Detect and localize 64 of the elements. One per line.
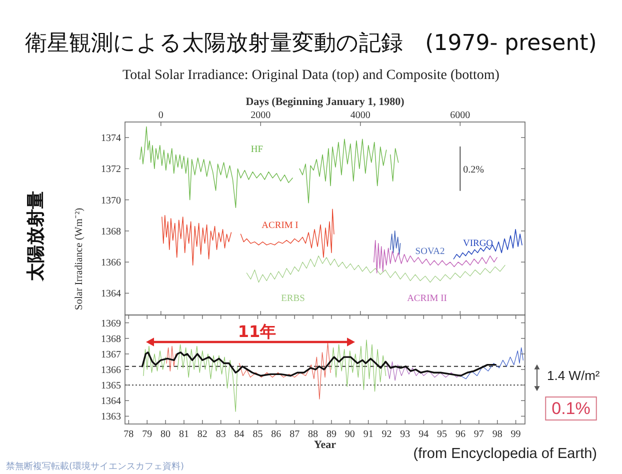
x-tick-label: 78 [124,429,134,440]
series-label: VIRGO [462,239,494,250]
x-tick-label: 94 [418,429,429,440]
chart-title: 衛星観測による太陽放射量変動の記録 (1979- present) [25,31,597,56]
x-tick-label: 91 [363,429,374,440]
y-axis-title: Solar Irradiance (Wm⁻²) [74,207,85,310]
x-tick-label: 6000 [450,110,470,121]
x-tick-label: 79 [142,429,152,440]
y-tick-label: 1368 [101,226,121,238]
line-series [141,352,497,377]
x-tick-label: 88 [308,429,318,440]
line-series [386,361,461,381]
y-tick-label: 1364 [101,288,121,300]
line-series [246,256,506,283]
text: ACRIM II [407,294,447,304]
series-label: HF [250,145,264,156]
x-tick-label: 81 [178,429,189,440]
x-tick-label: 85 [252,429,263,440]
x-tick-label: 4000 [350,110,370,121]
text: 0.1% [552,399,590,418]
y-tick-label: 1363 [101,412,121,423]
annotation: 0.2% [463,164,484,176]
annotation: 11年 [238,322,276,341]
x-tick-label: 87 [290,429,300,440]
line-series [460,347,524,380]
text: 太陽放射量 [26,191,46,282]
x-axis-title: Days (Beginning January 1, 1980) [246,96,405,108]
text: (from Encyclopedia of Earth) [413,446,597,462]
line-series [453,229,522,260]
y-tick-label: 1367 [101,349,121,360]
y-tick-label: 1370 [101,195,121,206]
x-tick-label: 82 [197,429,208,440]
y-tick-label: 1364 [101,396,121,408]
line-series [374,240,498,274]
series-label: ACRIM I [262,221,298,232]
x-tick-label: 93 [400,429,410,440]
x-tick-label: 99 [510,429,521,440]
x-axis-title: Year [314,439,336,451]
chart-subtitle: Total Solar Irradiance: Original Data (top) and Composite (bottom) [122,68,500,83]
x-tick-label: 84 [234,429,244,440]
y-tick-label: 1374 [101,133,121,144]
y-tick-label: 1372 [101,164,121,176]
x-tick-label: 2000 [250,110,271,121]
x-tick-label: 89 [326,429,336,440]
y-tick-label: 1369 [101,318,121,330]
x-tick-label: 80 [160,429,171,440]
y-tick-label: 1368 [101,334,121,345]
y-tick-label: 1366 [101,258,121,269]
y-tick-label: 1365 [101,380,121,392]
line-series [390,230,401,255]
x-tick-label: 92 [382,429,392,440]
text: 1.4 W/m² [547,368,600,384]
x-tick-label: 96 [455,429,466,440]
text: 禁無断複写転載(環境サイエンスカフェ資料) [6,461,184,472]
y-tick-label: 1366 [101,365,121,376]
x-tick-label: 86 [271,429,282,440]
x-tick-label: 98 [492,429,502,440]
x-tick-label: 0 [158,110,164,121]
x-tick-label: 83 [216,429,226,440]
series-label: ERBS [281,294,305,304]
x-tick-label: 95 [437,429,448,440]
series-label: SOVA2 [415,246,445,257]
x-tick-label: 90 [344,429,355,440]
x-tick-label: 97 [474,429,484,440]
